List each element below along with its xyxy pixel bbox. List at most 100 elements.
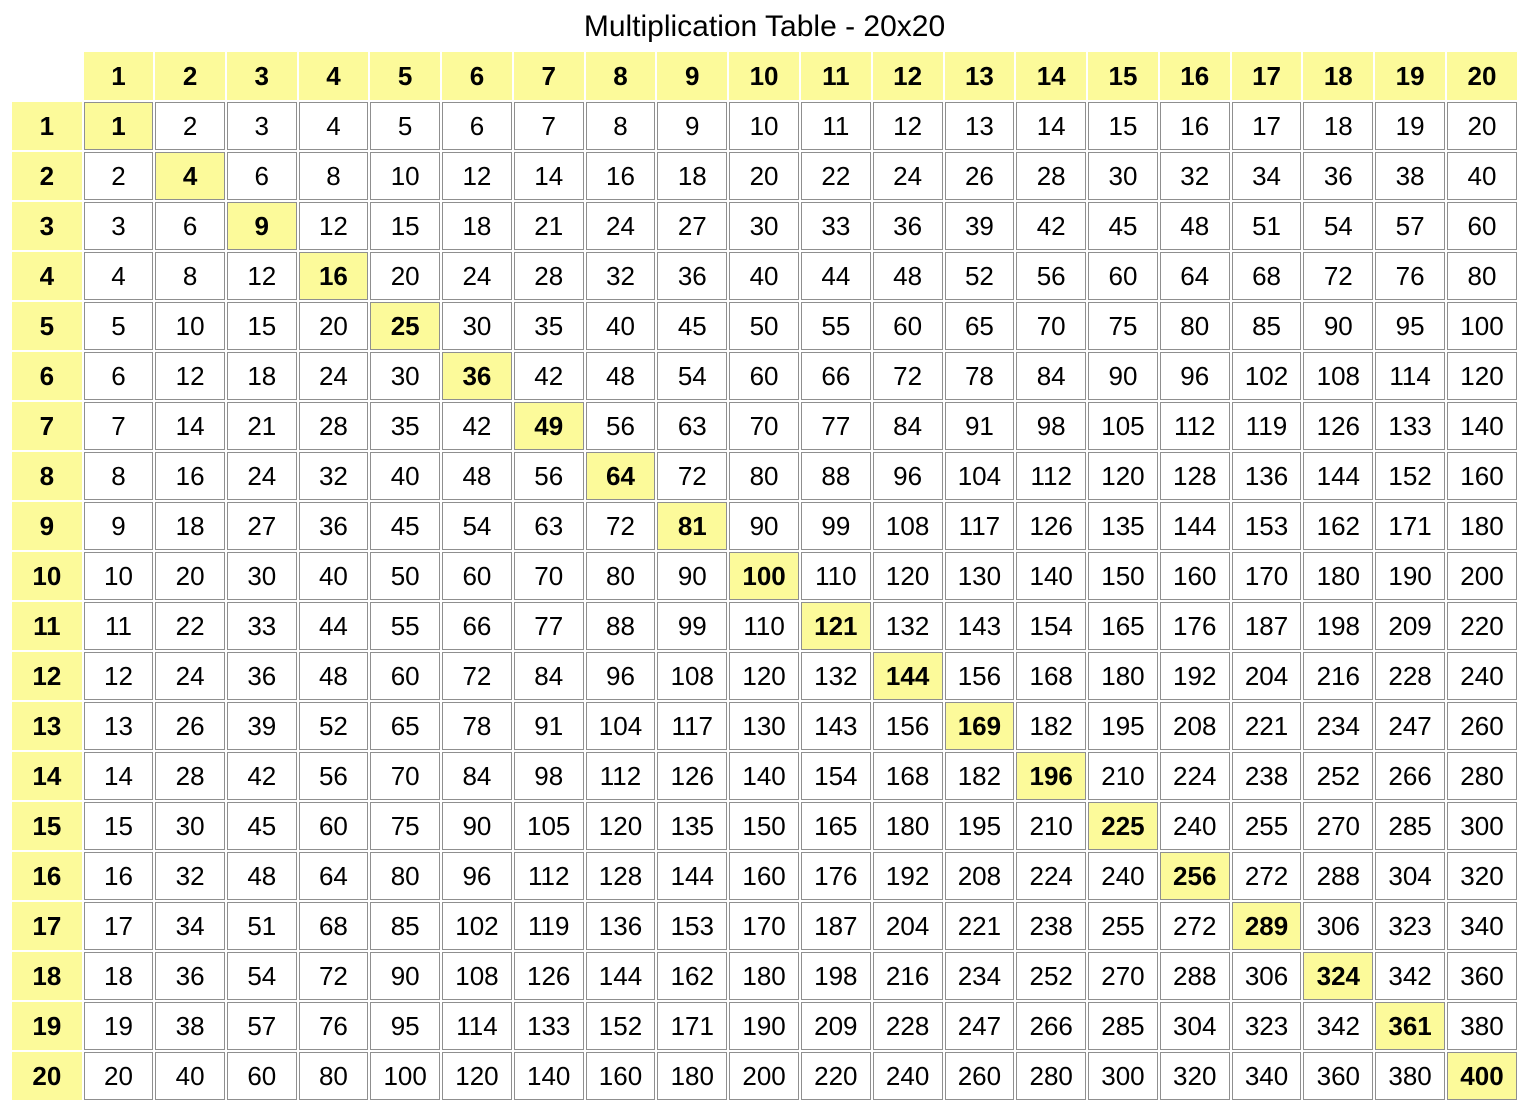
table-cell: 171	[1375, 502, 1445, 550]
table-cell: 320	[1447, 852, 1517, 900]
table-cell: 72	[586, 502, 656, 550]
table-cell: 10	[370, 152, 440, 200]
table-cell: 221	[945, 902, 1015, 950]
row-header: 3	[12, 202, 82, 250]
table-cell: 63	[657, 402, 727, 450]
table-cell: 340	[1447, 902, 1517, 950]
diagonal-cell: 289	[1232, 902, 1302, 950]
table-cell: 68	[1232, 252, 1302, 300]
table-cell: 300	[1088, 1052, 1158, 1100]
table-cell: 165	[1088, 602, 1158, 650]
table-cell: 16	[586, 152, 656, 200]
table-cell: 24	[227, 452, 297, 500]
table-cell: 55	[370, 602, 440, 650]
table-cell: 39	[227, 702, 297, 750]
table-cell: 4	[299, 102, 369, 150]
table-cell: 160	[1447, 452, 1517, 500]
table-cell: 66	[442, 602, 512, 650]
table-cell: 88	[801, 452, 871, 500]
table-cell: 128	[1160, 452, 1230, 500]
col-header: 14	[1016, 52, 1086, 100]
table-cell: 96	[586, 652, 656, 700]
table-cell: 96	[1160, 352, 1230, 400]
row-header: 17	[12, 902, 82, 950]
table-cell: 54	[442, 502, 512, 550]
table-cell: 152	[1375, 452, 1445, 500]
table-cell: 208	[945, 852, 1015, 900]
diagonal-cell: 49	[514, 402, 584, 450]
table-cell: 105	[1088, 402, 1158, 450]
table-cell: 6	[155, 202, 225, 250]
table-cell: 224	[1160, 752, 1230, 800]
col-header: 11	[801, 52, 871, 100]
table-cell: 153	[1232, 502, 1302, 550]
table-cell: 6	[84, 352, 154, 400]
table-cell: 48	[1160, 202, 1230, 250]
table-cell: 10	[84, 552, 154, 600]
row-header: 7	[12, 402, 82, 450]
diagonal-cell: 1	[84, 102, 154, 150]
table-cell: 56	[514, 452, 584, 500]
table-cell: 156	[945, 652, 1015, 700]
table-cell: 45	[657, 302, 727, 350]
table-cell: 48	[873, 252, 943, 300]
col-header: 19	[1375, 52, 1445, 100]
table-cell: 5	[370, 102, 440, 150]
table-cell: 76	[299, 1002, 369, 1050]
table-cell: 187	[1232, 602, 1302, 650]
table-cell: 20	[84, 1052, 154, 1100]
table-cell: 20	[155, 552, 225, 600]
table-cell: 28	[514, 252, 584, 300]
table-cell: 266	[1375, 752, 1445, 800]
diagonal-cell: 100	[729, 552, 799, 600]
table-cell: 68	[299, 902, 369, 950]
table-cell: 57	[227, 1002, 297, 1050]
table-cell: 160	[1160, 552, 1230, 600]
table-cell: 180	[1303, 552, 1373, 600]
table-cell: 112	[514, 852, 584, 900]
table-cell: 18	[227, 352, 297, 400]
table-cell: 144	[1303, 452, 1373, 500]
corner-cell	[12, 52, 82, 100]
table-cell: 234	[1303, 702, 1373, 750]
table-cell: 11	[84, 602, 154, 650]
table-cell: 84	[1016, 352, 1086, 400]
table-cell: 15	[227, 302, 297, 350]
table-cell: 266	[1016, 1002, 1086, 1050]
table-cell: 40	[370, 452, 440, 500]
table-cell: 90	[442, 802, 512, 850]
table-cell: 30	[155, 802, 225, 850]
table-cell: 40	[1447, 152, 1517, 200]
table-cell: 114	[1375, 352, 1445, 400]
table-cell: 12	[227, 252, 297, 300]
col-header: 8	[586, 52, 656, 100]
table-cell: 60	[873, 302, 943, 350]
table-cell: 128	[586, 852, 656, 900]
table-cell: 342	[1303, 1002, 1373, 1050]
table-cell: 105	[514, 802, 584, 850]
table-cell: 6	[227, 152, 297, 200]
table-cell: 44	[801, 252, 871, 300]
table-cell: 153	[657, 902, 727, 950]
table-cell: 42	[442, 402, 512, 450]
table-cell: 252	[1016, 952, 1086, 1000]
table-cell: 70	[729, 402, 799, 450]
table-cell: 33	[801, 202, 871, 250]
table-cell: 209	[801, 1002, 871, 1050]
table-cell: 210	[1016, 802, 1086, 850]
table-cell: 51	[1232, 202, 1302, 250]
table-cell: 156	[873, 702, 943, 750]
table-cell: 112	[1016, 452, 1086, 500]
table-cell: 98	[1016, 402, 1086, 450]
row-header: 15	[12, 802, 82, 850]
table-cell: 72	[299, 952, 369, 1000]
table-cell: 120	[1447, 352, 1517, 400]
table-cell: 76	[1375, 252, 1445, 300]
table-cell: 288	[1160, 952, 1230, 1000]
table-cell: 270	[1303, 802, 1373, 850]
table-cell: 64	[1160, 252, 1230, 300]
table-cell: 32	[299, 452, 369, 500]
table-cell: 30	[1088, 152, 1158, 200]
table-cell: 20	[299, 302, 369, 350]
table-cell: 3	[84, 202, 154, 250]
